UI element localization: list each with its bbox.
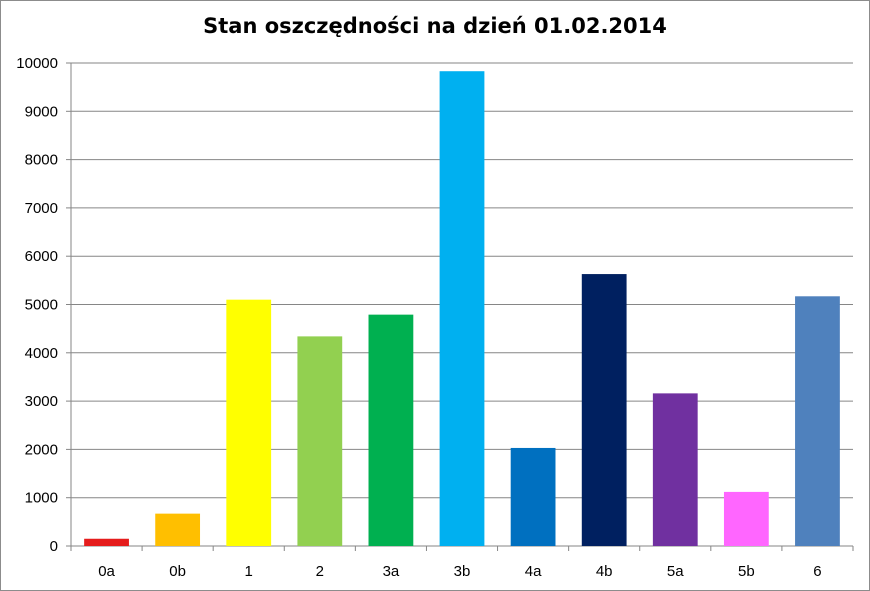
bar-4b (581, 274, 627, 546)
x-tick-label: 5a (667, 563, 684, 580)
bar-0a (84, 538, 129, 546)
x-tick-label: 1 (245, 563, 253, 580)
y-tick-label: 2000 (25, 441, 58, 458)
bar-3b (439, 71, 485, 546)
bar-5b (723, 491, 769, 546)
bar-0b (155, 513, 201, 546)
x-tick-label: 3b (454, 563, 471, 580)
x-tick-label: 2 (316, 563, 324, 580)
x-tick-label: 6 (813, 563, 821, 580)
bar-4a (510, 447, 556, 546)
bar-6 (795, 296, 840, 546)
y-tick-label: 0 (50, 538, 58, 555)
x-tick-label: 4a (525, 563, 542, 580)
x-tick-label: 0b (169, 563, 186, 580)
x-tick-label: 4b (596, 563, 613, 580)
y-tick-label: 6000 (25, 248, 58, 265)
x-tick-label: 3a (383, 563, 400, 580)
bar-5a (652, 393, 698, 546)
y-tick-label: 8000 (25, 152, 58, 169)
bar-1 (226, 299, 272, 546)
y-tick-label: 3000 (25, 393, 58, 410)
chart-title: Stan oszczędności na dzień 01.02.2014 (203, 14, 667, 38)
y-tick-label: 9000 (25, 103, 58, 120)
y-tick-label: 4000 (25, 345, 58, 362)
y-tick-label: 5000 (25, 297, 58, 314)
y-tick-label: 10000 (16, 55, 58, 72)
x-tick-label: 5b (738, 563, 755, 580)
bar-2 (297, 336, 343, 546)
y-tick-label: 1000 (25, 490, 58, 507)
x-tick-label: 0a (98, 563, 115, 580)
bar-3a (368, 314, 414, 546)
y-tick-label: 7000 (25, 200, 58, 217)
